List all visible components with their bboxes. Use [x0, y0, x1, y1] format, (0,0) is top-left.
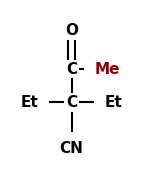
Text: O: O — [65, 23, 78, 38]
Text: CN: CN — [60, 141, 83, 156]
Text: C: C — [66, 95, 77, 110]
Text: C: C — [66, 62, 77, 77]
Text: Me: Me — [95, 62, 120, 77]
Text: Et: Et — [105, 95, 123, 110]
Text: Et: Et — [20, 95, 38, 110]
